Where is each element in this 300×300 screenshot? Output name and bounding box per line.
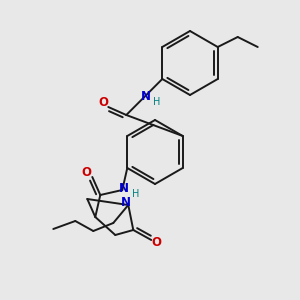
Text: N: N xyxy=(119,182,129,196)
Text: H: H xyxy=(153,97,160,107)
Text: N: N xyxy=(141,89,151,103)
Text: N: N xyxy=(121,196,131,209)
Text: O: O xyxy=(81,166,91,178)
Text: O: O xyxy=(151,236,161,248)
Text: H: H xyxy=(132,189,139,199)
Text: O: O xyxy=(98,95,108,109)
